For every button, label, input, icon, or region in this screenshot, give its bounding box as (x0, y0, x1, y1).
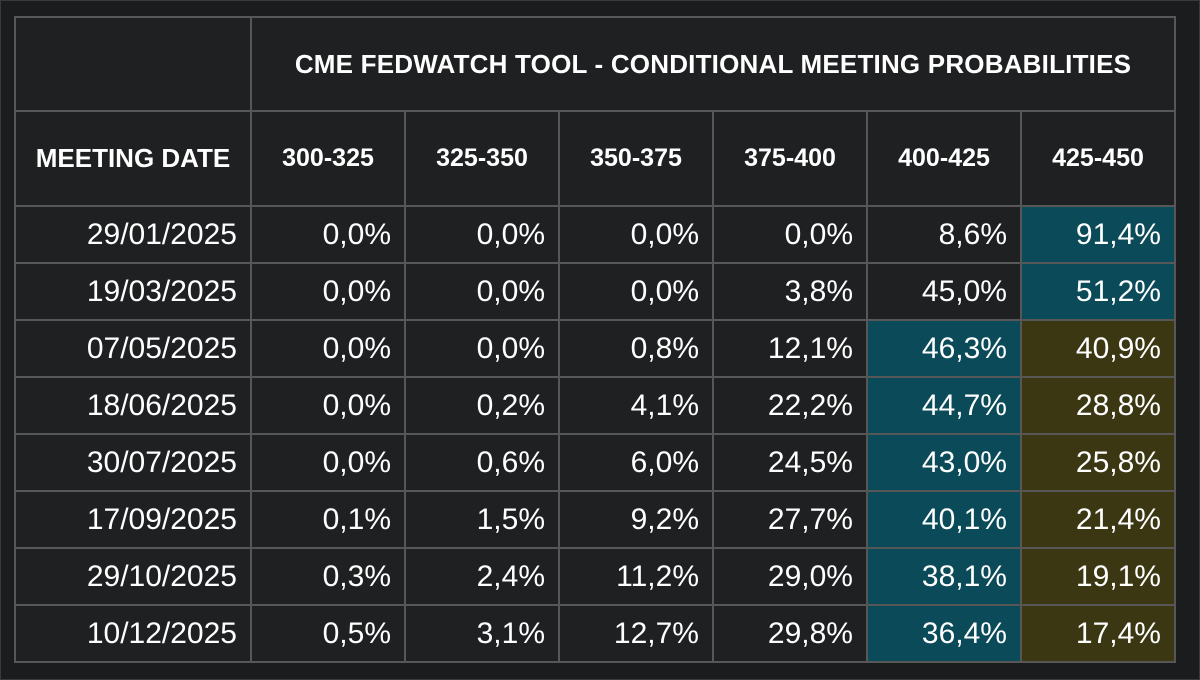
probability-cell: 6,0% (558, 433, 714, 492)
probability-cell: 29,8% (712, 604, 868, 663)
column-header: 400-425 (866, 110, 1022, 207)
table-row: 19/03/2025 0,0% 0,0% 0,0% 3,8% 45,0% 51,2% (14, 262, 1176, 321)
probability-table: CME FEDWATCH TOOL - CONDITIONAL MEETING … (14, 16, 1176, 663)
probability-cell: 21,4% (1020, 490, 1176, 549)
probability-cell: 17,4% (1020, 604, 1176, 663)
probability-cell: 0,0% (404, 205, 560, 264)
probability-cell: 8,6% (866, 205, 1022, 264)
meeting-date-cell: 17/09/2025 (14, 490, 252, 549)
probability-cell: 9,2% (558, 490, 714, 549)
probability-cell: 0,3% (250, 547, 406, 606)
probability-cell: 4,1% (558, 376, 714, 435)
meeting-date-cell: 29/10/2025 (14, 547, 252, 606)
table-row: 17/09/2025 0,1% 1,5% 9,2% 27,7% 40,1% 21,4% (14, 490, 1176, 549)
meeting-date-cell: 30/07/2025 (14, 433, 252, 492)
probability-cell: 0,6% (404, 433, 560, 492)
probability-cell: 0,0% (558, 205, 714, 264)
probability-cell: 0,0% (712, 205, 868, 264)
corner-cell (14, 16, 252, 112)
table-row: 07/05/2025 0,0% 0,0% 0,8% 12,1% 46,3% 40,9% (14, 319, 1176, 378)
probability-cell: 24,5% (712, 433, 868, 492)
probability-cell: 0,0% (404, 319, 560, 378)
probability-cell: 3,1% (404, 604, 560, 663)
table-row: 29/01/2025 0,0% 0,0% 0,0% 0,0% 8,6% 91,4% (14, 205, 1176, 264)
probability-cell: 0,0% (250, 433, 406, 492)
column-header: 425-450 (1020, 110, 1176, 207)
probability-cell: 0,8% (558, 319, 714, 378)
probability-cell: 2,4% (404, 547, 560, 606)
probability-cell: 40,9% (1020, 319, 1176, 378)
probability-cell: 12,1% (712, 319, 868, 378)
probability-cell: 28,8% (1020, 376, 1176, 435)
column-header: 300-325 (250, 110, 406, 207)
probability-cell: 29,0% (712, 547, 868, 606)
probability-cell: 12,7% (558, 604, 714, 663)
probability-cell: 0,0% (250, 376, 406, 435)
title-row: CME FEDWATCH TOOL - CONDITIONAL MEETING … (14, 16, 1176, 112)
table-row: 29/10/2025 0,3% 2,4% 11,2% 29,0% 38,1% 19,1% (14, 547, 1176, 606)
probability-cell: 0,5% (250, 604, 406, 663)
probability-cell: 0,2% (404, 376, 560, 435)
probability-cell: 45,0% (866, 262, 1022, 321)
probability-cell: 1,5% (404, 490, 560, 549)
probability-cell: 0,0% (250, 205, 406, 264)
meeting-date-cell: 07/05/2025 (14, 319, 252, 378)
probability-cell: 46,3% (866, 319, 1022, 378)
probability-cell: 36,4% (866, 604, 1022, 663)
column-header: 350-375 (558, 110, 714, 207)
column-header: 375-400 (712, 110, 868, 207)
meeting-date-header: MEETING DATE (14, 110, 252, 207)
probability-cell: 43,0% (866, 433, 1022, 492)
meeting-date-cell: 19/03/2025 (14, 262, 252, 321)
probability-cell: 25,8% (1020, 433, 1176, 492)
meeting-date-cell: 18/06/2025 (14, 376, 252, 435)
probability-cell: 38,1% (866, 547, 1022, 606)
probability-cell: 44,7% (866, 376, 1022, 435)
probability-cell: 27,7% (712, 490, 868, 549)
probability-cell: 91,4% (1020, 205, 1176, 264)
probability-cell: 3,8% (712, 262, 868, 321)
probability-cell: 19,1% (1020, 547, 1176, 606)
probability-cell: 0,0% (250, 262, 406, 321)
probability-cell: 0,0% (250, 319, 406, 378)
probability-cell: 0,0% (558, 262, 714, 321)
table-title: CME FEDWATCH TOOL - CONDITIONAL MEETING … (250, 16, 1176, 112)
probability-cell: 11,2% (558, 547, 714, 606)
table-row: 30/07/2025 0,0% 0,6% 6,0% 24,5% 43,0% 25,8% (14, 433, 1176, 492)
probability-cell: 0,0% (404, 262, 560, 321)
probability-cell: 22,2% (712, 376, 868, 435)
meeting-date-cell: 10/12/2025 (14, 604, 252, 663)
meeting-date-cell: 29/01/2025 (14, 205, 252, 264)
table-row: 18/06/2025 0,0% 0,2% 4,1% 22,2% 44,7% 28,8% (14, 376, 1176, 435)
table-row: 10/12/2025 0,5% 3,1% 12,7% 29,8% 36,4% 17,4% (14, 604, 1176, 663)
probability-cell: 40,1% (866, 490, 1022, 549)
column-header: 325-350 (404, 110, 560, 207)
probability-cell: 51,2% (1020, 262, 1176, 321)
probability-cell: 0,1% (250, 490, 406, 549)
header-row: MEETING DATE 300-325 325-350 350-375 375-40… (14, 110, 1176, 207)
